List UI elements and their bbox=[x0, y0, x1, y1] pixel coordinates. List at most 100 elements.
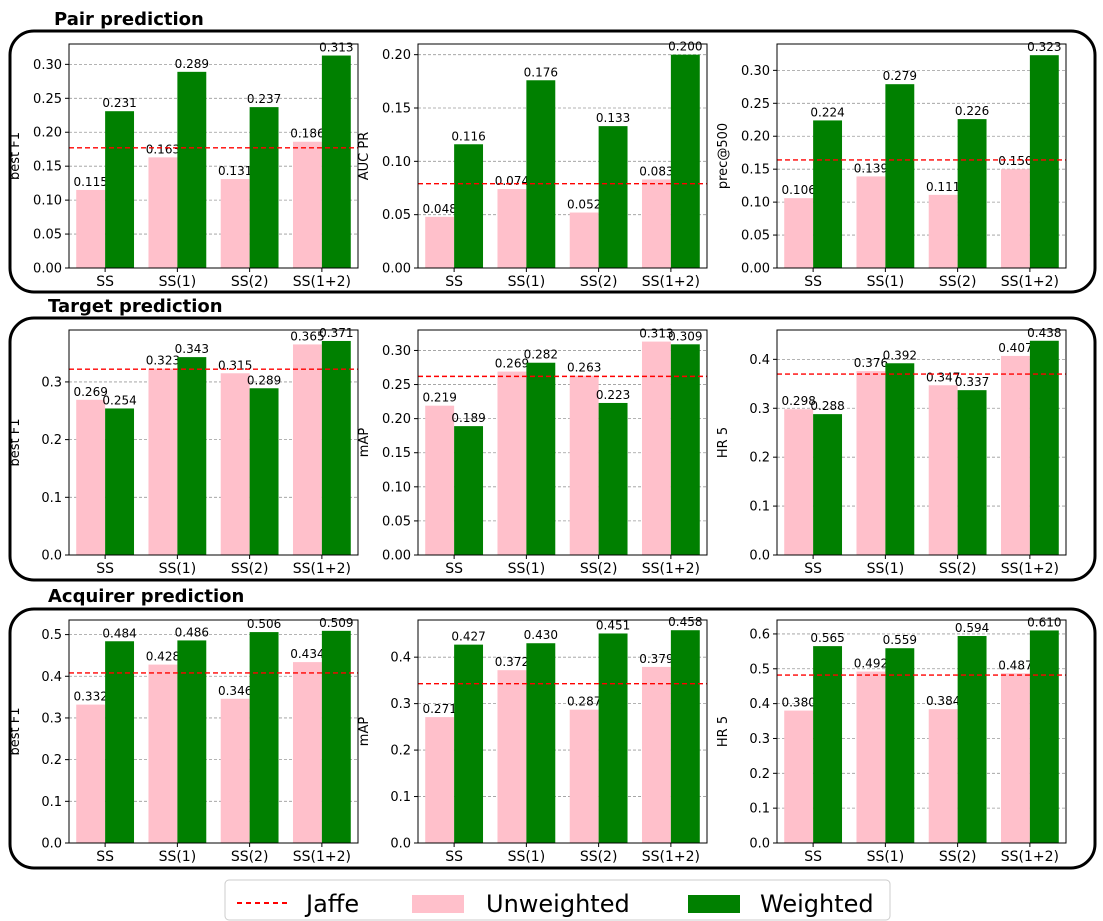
y-tick-label: 0.3 bbox=[41, 711, 62, 726]
y-axis-title: best F1 bbox=[8, 132, 23, 180]
x-tick-label: SS(1+2) bbox=[642, 849, 700, 865]
bar-label-unweighted: 0.365 bbox=[290, 329, 324, 343]
bar-label-weighted: 0.254 bbox=[102, 393, 136, 407]
bar-label-unweighted: 0.269 bbox=[495, 357, 529, 371]
y-tick-label: 0.15 bbox=[382, 102, 411, 117]
bar-weighted bbox=[454, 644, 484, 843]
bar-label-weighted: 0.226 bbox=[955, 104, 989, 118]
bar-label-unweighted: 0.315 bbox=[218, 358, 252, 372]
legend-unweighted-label: Unweighted bbox=[486, 890, 630, 918]
bar-label-unweighted: 0.186 bbox=[290, 127, 324, 141]
bar-unweighted bbox=[1000, 169, 1030, 268]
bar-label-unweighted: 0.428 bbox=[146, 650, 180, 664]
bar-weighted bbox=[1029, 340, 1059, 555]
y-tick-label: 0.2 bbox=[749, 767, 770, 782]
bar-label-weighted: 0.337 bbox=[955, 375, 989, 389]
bar-weighted bbox=[598, 402, 628, 555]
y-tick-label: 0.15 bbox=[33, 160, 62, 175]
bar-label-unweighted: 0.384 bbox=[926, 694, 960, 708]
bar-label-unweighted: 0.263 bbox=[567, 361, 601, 375]
bar-unweighted bbox=[569, 709, 599, 843]
y-tick-label: 0.3 bbox=[41, 375, 62, 390]
bar-label-weighted: 0.438 bbox=[1027, 326, 1061, 340]
bar-unweighted bbox=[148, 368, 178, 555]
x-tick-label: SS(1) bbox=[508, 274, 546, 290]
x-tick-label: SS(2) bbox=[231, 849, 269, 865]
bar-label-unweighted: 0.376 bbox=[854, 356, 888, 370]
bar-weighted bbox=[813, 414, 843, 555]
bar-weighted bbox=[885, 84, 915, 268]
axes-frame bbox=[68, 619, 359, 844]
axes-frame bbox=[417, 329, 708, 556]
chart-pair-prec500: 0.00 0.05 0.10 0.15 0.20 0.25 0.30 0.106 0.224 SS… bbox=[716, 40, 1067, 290]
bar-label-weighted: 0.200 bbox=[668, 40, 702, 54]
bar-label-weighted: 0.392 bbox=[883, 348, 917, 362]
bar-weighted bbox=[813, 120, 843, 269]
x-tick-label: SS(1) bbox=[867, 849, 905, 865]
bar-label-weighted: 0.486 bbox=[175, 625, 209, 639]
legend-unweighted-swatch bbox=[412, 895, 464, 913]
x-tick-label: SS(2) bbox=[939, 849, 977, 865]
bar-label-unweighted: 0.269 bbox=[73, 385, 107, 399]
y-axis-title: mAP bbox=[357, 428, 372, 458]
y-tick-label: 0.20 bbox=[382, 412, 411, 427]
bar-label-weighted: 0.451 bbox=[596, 618, 630, 632]
axes-frame bbox=[68, 43, 359, 269]
bar-weighted bbox=[885, 363, 915, 555]
bar-weighted bbox=[598, 633, 628, 843]
legend-weighted-label: Weighted bbox=[760, 890, 874, 918]
x-tick-label: SS bbox=[96, 849, 114, 865]
bar-weighted bbox=[957, 390, 987, 555]
bar-unweighted bbox=[497, 189, 527, 268]
bar-weighted bbox=[1029, 630, 1059, 843]
x-tick-label: SS(2) bbox=[231, 561, 269, 577]
bar-label-weighted: 0.371 bbox=[319, 326, 353, 340]
bar-label-weighted: 0.289 bbox=[247, 373, 281, 387]
bar-label-unweighted: 0.380 bbox=[781, 696, 815, 710]
y-tick-label: 0.25 bbox=[33, 92, 62, 107]
bar-label-weighted: 0.224 bbox=[810, 105, 844, 119]
bar-label-unweighted: 0.106 bbox=[781, 183, 815, 197]
bar-weighted bbox=[670, 630, 700, 843]
chart-acquirer-map: 0.0 0.1 0.2 0.3 0.4 0.271 0.427 SS 0.372 0.430 SS(… bbox=[357, 615, 708, 865]
bar-unweighted bbox=[856, 176, 886, 268]
x-tick-label: SS(2) bbox=[580, 274, 618, 290]
bar-label-unweighted: 0.074 bbox=[495, 174, 529, 188]
y-tick-label: 0.1 bbox=[390, 790, 411, 805]
y-tick-label: 0.6 bbox=[749, 627, 770, 642]
bar-unweighted bbox=[856, 671, 886, 843]
x-tick-label: SS(1) bbox=[867, 274, 905, 290]
x-tick-label: SS(1) bbox=[508, 561, 546, 577]
bar-label-weighted: 0.343 bbox=[175, 342, 209, 356]
bar-label-unweighted: 0.150 bbox=[998, 154, 1032, 168]
bar-unweighted bbox=[148, 157, 178, 268]
bar-label-weighted: 0.509 bbox=[319, 616, 353, 630]
bar-weighted bbox=[670, 54, 700, 268]
axes-frame bbox=[776, 619, 1067, 844]
bar-label-weighted: 0.189 bbox=[451, 411, 485, 425]
bar-label-unweighted: 0.083 bbox=[639, 164, 673, 178]
bar-weighted bbox=[177, 71, 207, 269]
y-tick-label: 0.10 bbox=[741, 196, 770, 211]
x-tick-label: SS(1+2) bbox=[1001, 274, 1059, 290]
y-tick-label: 0.25 bbox=[382, 378, 411, 393]
bar-unweighted bbox=[784, 409, 814, 555]
y-tick-label: 0.25 bbox=[741, 97, 770, 112]
bar-unweighted bbox=[220, 373, 250, 555]
bar-weighted bbox=[598, 126, 628, 268]
bar-label-unweighted: 0.163 bbox=[146, 142, 180, 156]
bar-label-weighted: 0.176 bbox=[524, 65, 558, 79]
bar-unweighted bbox=[425, 717, 455, 843]
bar-unweighted bbox=[292, 344, 322, 555]
bar-weighted bbox=[957, 119, 987, 268]
bar-weighted bbox=[454, 144, 484, 268]
bar-weighted bbox=[885, 648, 915, 843]
bar-label-unweighted: 0.115 bbox=[73, 175, 107, 189]
y-tick-label: 0.4 bbox=[41, 670, 62, 685]
bar-label-unweighted: 0.372 bbox=[495, 655, 529, 669]
bar-label-unweighted: 0.287 bbox=[567, 695, 601, 709]
bar-label-weighted: 0.323 bbox=[1027, 40, 1061, 54]
bar-label-weighted: 0.289 bbox=[175, 57, 209, 71]
